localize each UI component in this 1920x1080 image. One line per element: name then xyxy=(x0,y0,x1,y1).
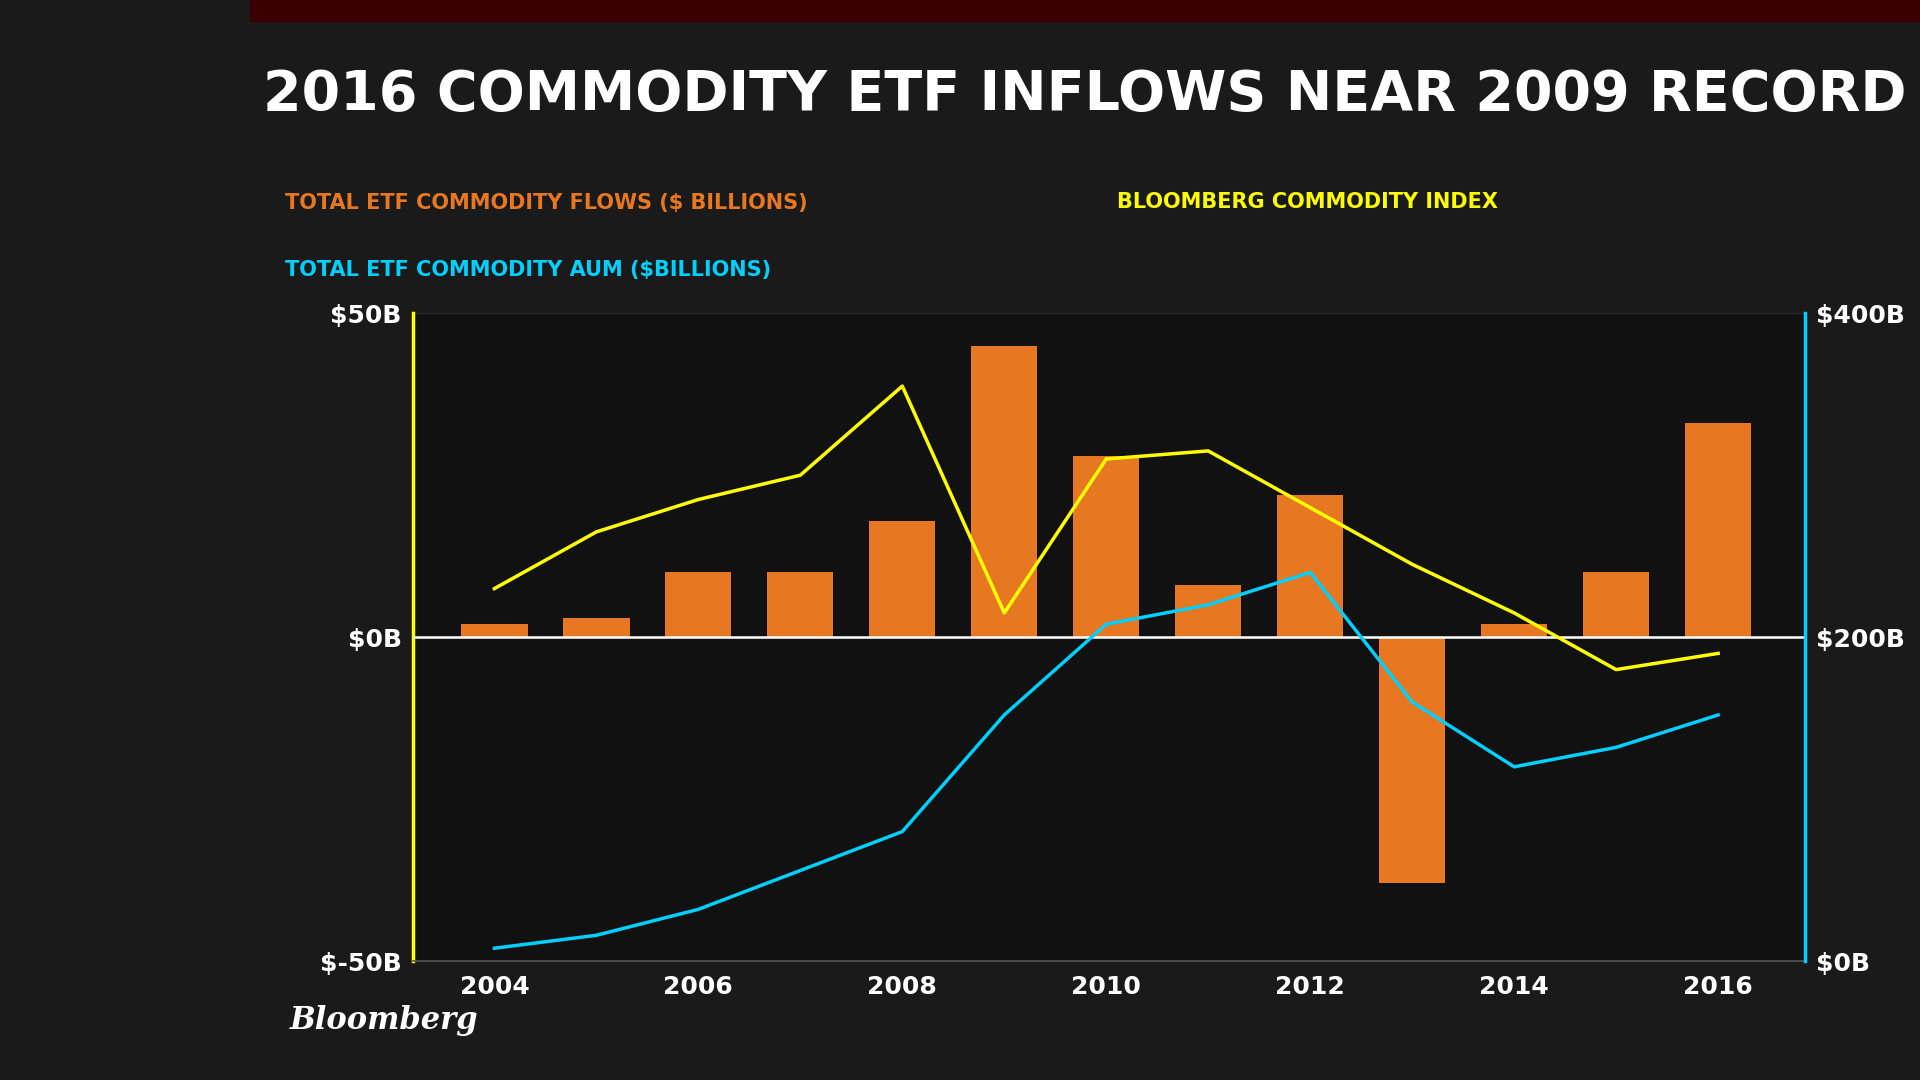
Bar xyxy=(1379,637,1446,883)
Bar xyxy=(563,618,630,637)
Text: Bloomberg: Bloomberg xyxy=(290,1005,478,1036)
Bar xyxy=(1582,572,1649,637)
Text: TOTAL ETF COMMODITY AUM ($BILLIONS): TOTAL ETF COMMODITY AUM ($BILLIONS) xyxy=(284,260,772,280)
Bar xyxy=(1175,585,1242,637)
Bar xyxy=(1277,495,1344,637)
Bar xyxy=(1073,456,1139,637)
Text: 2016 COMMODITY ETF INFLOWS NEAR 2009 RECORD: 2016 COMMODITY ETF INFLOWS NEAR 2009 REC… xyxy=(263,68,1907,122)
Bar xyxy=(250,0,1920,21)
Text: TOTAL ETF COMMODITY FLOWS ($ BILLIONS): TOTAL ETF COMMODITY FLOWS ($ BILLIONS) xyxy=(284,192,808,213)
Bar xyxy=(461,624,528,637)
Bar xyxy=(1686,423,1751,637)
Bar xyxy=(768,572,833,637)
Text: BLOOMBERG COMMODITY INDEX: BLOOMBERG COMMODITY INDEX xyxy=(1117,192,1498,213)
Bar xyxy=(1480,624,1548,637)
Bar xyxy=(870,521,935,637)
Bar xyxy=(972,346,1037,637)
Bar xyxy=(664,572,732,637)
